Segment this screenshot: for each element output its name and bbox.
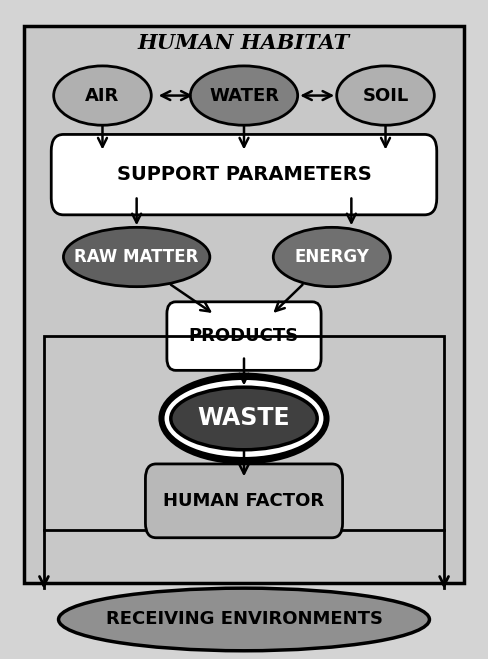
- Text: SUPPORT PARAMETERS: SUPPORT PARAMETERS: [117, 165, 371, 184]
- FancyBboxPatch shape: [145, 464, 343, 538]
- Text: WASTE: WASTE: [198, 407, 290, 430]
- FancyBboxPatch shape: [24, 26, 464, 583]
- Ellipse shape: [171, 387, 317, 449]
- Text: RAW MATTER: RAW MATTER: [75, 248, 199, 266]
- FancyBboxPatch shape: [167, 302, 321, 370]
- Ellipse shape: [160, 374, 328, 463]
- Ellipse shape: [59, 588, 429, 651]
- Ellipse shape: [273, 227, 390, 287]
- FancyBboxPatch shape: [51, 134, 437, 215]
- Text: RECEIVING ENVIRONMENTS: RECEIVING ENVIRONMENTS: [105, 610, 383, 629]
- Text: HUMAN HABITAT: HUMAN HABITAT: [138, 33, 350, 53]
- Text: PRODUCTS: PRODUCTS: [189, 327, 299, 345]
- Text: SOIL: SOIL: [363, 86, 408, 105]
- Ellipse shape: [63, 227, 210, 287]
- Text: ENERGY: ENERGY: [294, 248, 369, 266]
- Text: WATER: WATER: [209, 86, 279, 105]
- Ellipse shape: [337, 66, 434, 125]
- Text: AIR: AIR: [85, 86, 120, 105]
- Ellipse shape: [163, 379, 325, 458]
- Ellipse shape: [54, 66, 151, 125]
- Text: HUMAN FACTOR: HUMAN FACTOR: [163, 492, 325, 510]
- Ellipse shape: [190, 66, 298, 125]
